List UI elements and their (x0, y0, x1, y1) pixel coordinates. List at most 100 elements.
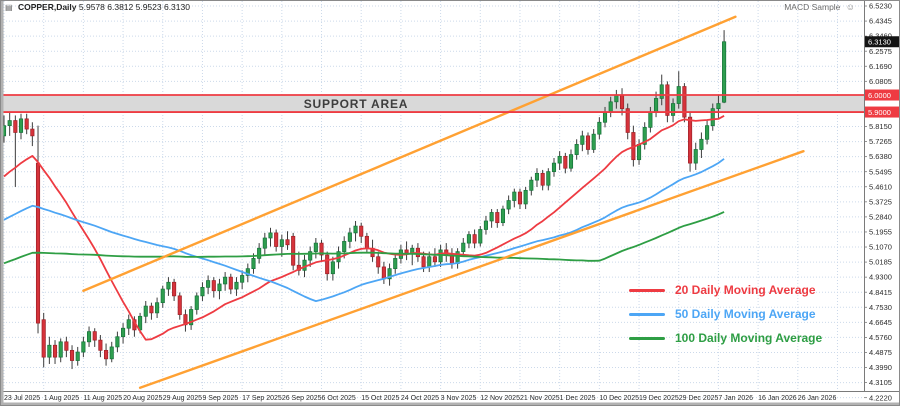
trendline-channel-lower[interactable] (138, 149, 805, 389)
candle (325, 251, 330, 281)
date-axis-label: 6 Oct 2025 (322, 395, 356, 402)
svg-text:5.9000: 5.9000 (868, 108, 891, 117)
date-axis-label: 16 Jan 2026 (758, 395, 797, 402)
price-axis-label: 4.5760 (869, 333, 892, 342)
date-axis-label: 24 Oct 2025 (401, 395, 439, 402)
price-axis-label: 4.7530 (869, 303, 892, 312)
candle (30, 122, 35, 147)
candle (353, 220, 358, 242)
ohlc-readout: 5.9578 6.3812 5.9523 6.3130 (78, 2, 190, 12)
candle (682, 83, 687, 123)
candle (512, 188, 517, 208)
ma-line-20 (3, 115, 725, 341)
candle (671, 98, 676, 123)
time-axis[interactable]: 23 Jul 2025 1 Aug 2025 11 Aug 2025 20 Aug 2… (4, 395, 836, 402)
candle (591, 129, 596, 153)
date-axis-label: 9 Sep 2025 (202, 395, 238, 402)
price-axis-label: 5.8150 (869, 122, 892, 131)
price-axis-label: 6.1690 (869, 62, 892, 71)
date-axis-label: 29 Dec 2025 (679, 395, 719, 402)
candle (546, 168, 551, 191)
moving-average-legend: 20 Daily Moving Average 50 Daily Moving … (629, 278, 822, 350)
candle (217, 278, 222, 300)
candle (52, 340, 58, 364)
date-axis-label: 1 Dec 2025 (560, 395, 596, 402)
candle (347, 227, 352, 249)
candle (109, 341, 114, 363)
price-axis-label: 6.3460 (869, 32, 892, 41)
date-axis-label: 23 Jul 2025 (4, 395, 40, 402)
candle (659, 74, 664, 106)
candle (189, 306, 194, 330)
candle (285, 231, 290, 250)
legend-swatch-100ma-line (629, 336, 665, 340)
candle (483, 215, 489, 235)
date-axis-label: 3 Nov 2025 (441, 395, 477, 402)
support-area-band[interactable] (3, 95, 864, 113)
candle (279, 234, 284, 257)
date-axis-label: 29 Aug 2025 (163, 395, 202, 402)
candle (585, 132, 591, 155)
legend-swatch-50ma-line (629, 312, 665, 316)
candle (234, 277, 239, 296)
candle (13, 115, 18, 187)
candle (710, 103, 715, 131)
candle (540, 169, 545, 191)
expert-advisor-label: MACD Sample ☺ (784, 2, 855, 12)
candle (534, 168, 540, 187)
candle (86, 326, 92, 347)
candle (291, 232, 296, 271)
candle (206, 275, 211, 295)
candle (211, 277, 216, 298)
current-price-tag: 6.3130 (865, 36, 899, 48)
price-axis-label: 5.1070 (869, 243, 892, 252)
price-axis-label: 6.0805 (869, 77, 892, 86)
candle (194, 292, 199, 315)
date-axis-label: 10 Dec 2025 (599, 395, 639, 402)
price-axis-label: 4.3105 (869, 378, 892, 387)
svg-text:6.0000: 6.0000 (868, 91, 891, 100)
candle (500, 205, 506, 227)
candle (24, 113, 29, 135)
candle (722, 30, 727, 104)
candle (688, 112, 693, 172)
legend-row-100ma: 100 Daily Moving Average (629, 326, 822, 350)
price-axis-label: 5.5495 (869, 167, 892, 176)
candle (143, 300, 148, 324)
price-axis[interactable]: 6.52306.43456.34606.25756.16906.08055.99… (864, 2, 892, 403)
candle (461, 237, 466, 257)
chart-icon: ▤ (5, 3, 13, 12)
price-axis-label: 6.5230 (869, 2, 892, 11)
candle (7, 112, 12, 136)
legend-label-50ma: 50 Daily Moving Average (675, 307, 816, 321)
candle (274, 229, 279, 252)
candle (268, 227, 273, 247)
expert-advisor-smiley-icon[interactable]: ☺ (845, 2, 855, 12)
candle (121, 323, 126, 344)
candle (495, 209, 500, 228)
candle (699, 132, 704, 159)
candle (665, 81, 670, 123)
candle (478, 226, 483, 247)
date-axis-label: 11 Aug 2025 (83, 395, 122, 402)
svg-text:6.3130: 6.3130 (868, 38, 891, 47)
date-axis-label: 26 Jan 2026 (798, 395, 837, 402)
candle (466, 231, 471, 249)
date-axis-label: 15 Oct 2025 (361, 395, 399, 402)
price-axis-label: 5.7265 (869, 137, 892, 146)
candle (58, 338, 63, 363)
ma-line-50 (3, 158, 725, 303)
date-axis-label: 19 Dec 2025 (639, 395, 679, 402)
candle (47, 336, 52, 364)
candle (625, 103, 630, 140)
price-axis-label: 6.4345 (869, 17, 892, 26)
candle (551, 158, 557, 177)
legend-label-100ma: 100 Daily Moving Average (675, 331, 823, 345)
candle (597, 117, 602, 140)
trendline-channel-upper[interactable] (82, 15, 737, 292)
candle (160, 285, 165, 308)
candle (359, 222, 364, 244)
price-axis-label: 5.0185 (869, 258, 892, 267)
